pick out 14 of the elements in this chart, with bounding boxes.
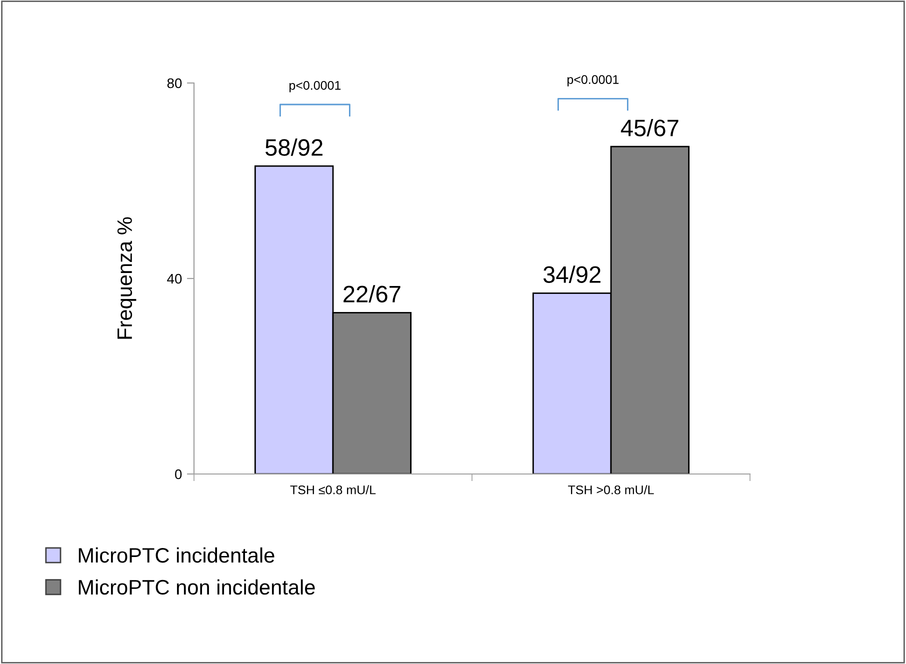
legend-label: MicroPTC incidentale xyxy=(78,547,274,563)
x-tick-label: TSH ≤0.8 mU/L xyxy=(290,485,376,494)
data-label: 45/67 xyxy=(620,118,678,136)
annotation: p<0.0001 xyxy=(567,75,619,86)
y-axis-title: Frequenza % xyxy=(117,217,136,339)
data-label: 58/92 xyxy=(265,138,322,156)
y-tick-label: 40 xyxy=(167,274,182,284)
data-label: 34/92 xyxy=(543,266,600,283)
y-tick-label: 0 xyxy=(175,469,182,480)
data-label: 22/67 xyxy=(344,285,400,302)
annotation: p<0.0001 xyxy=(289,80,341,92)
x-tick-label: TSH >0.8 mU/L xyxy=(568,485,654,494)
legend-label: MicroPTC non incidentale xyxy=(78,579,315,595)
y-tick-label: 80 xyxy=(167,78,182,88)
